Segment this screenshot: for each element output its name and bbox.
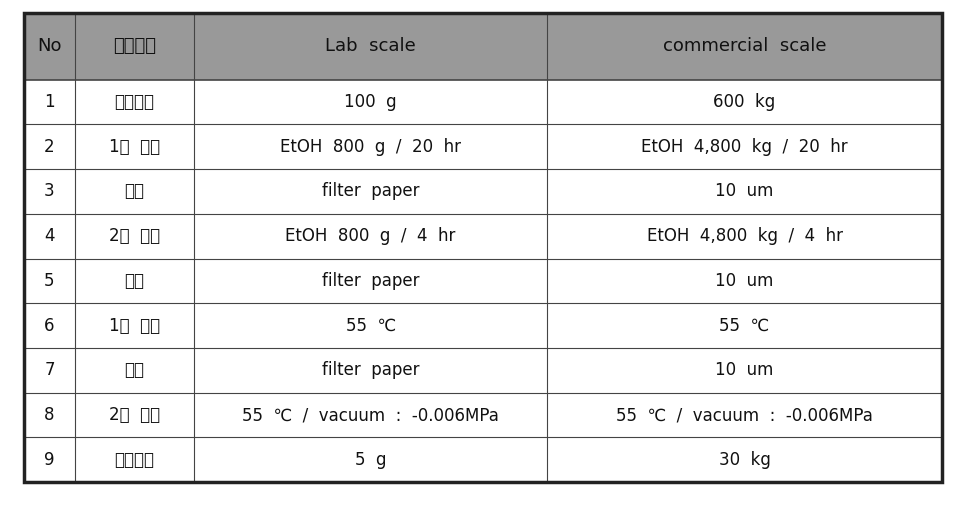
Text: 55  ℃: 55 ℃ bbox=[346, 317, 396, 335]
Text: EtOH  4,800  kg  /  4  hr: EtOH 4,800 kg / 4 hr bbox=[646, 227, 842, 245]
Text: 1차  추출: 1차 추출 bbox=[109, 138, 159, 156]
Text: 7: 7 bbox=[44, 361, 55, 379]
Bar bbox=[24, 214, 942, 259]
Text: filter  paper: filter paper bbox=[322, 272, 419, 290]
Text: 55  ℃: 55 ℃ bbox=[720, 317, 770, 335]
Bar bbox=[24, 303, 942, 348]
Text: 3: 3 bbox=[44, 182, 55, 200]
Bar bbox=[24, 13, 942, 80]
Text: 제조공정: 제조공정 bbox=[113, 37, 156, 56]
Text: EtOH  800  g  /  20  hr: EtOH 800 g / 20 hr bbox=[280, 138, 461, 156]
Text: 여과: 여과 bbox=[125, 272, 144, 290]
Text: commercial  scale: commercial scale bbox=[663, 37, 826, 56]
Text: 1차  농축: 1차 농축 bbox=[109, 317, 159, 335]
Text: 여과: 여과 bbox=[125, 182, 144, 200]
Text: 5: 5 bbox=[44, 272, 55, 290]
Bar bbox=[24, 259, 942, 303]
Text: 10  um: 10 um bbox=[716, 182, 774, 200]
Text: 2: 2 bbox=[44, 138, 55, 156]
Text: Lab  scale: Lab scale bbox=[326, 37, 416, 56]
Text: 1: 1 bbox=[44, 93, 55, 111]
Text: 55  ℃  /  vacuum  :  -0.006MPa: 55 ℃ / vacuum : -0.006MPa bbox=[616, 406, 873, 424]
Bar bbox=[24, 437, 942, 482]
Text: 5  g: 5 g bbox=[355, 451, 386, 469]
Text: 6: 6 bbox=[44, 317, 55, 335]
Text: 30  kg: 30 kg bbox=[719, 451, 771, 469]
Text: 600  kg: 600 kg bbox=[714, 93, 776, 111]
Bar bbox=[24, 80, 942, 124]
Text: 8: 8 bbox=[44, 406, 55, 424]
Text: 2차  추출: 2차 추출 bbox=[109, 227, 159, 245]
Text: 55  ℃  /  vacuum  :  -0.006MPa: 55 ℃ / vacuum : -0.006MPa bbox=[242, 406, 499, 424]
Bar bbox=[24, 393, 942, 437]
Bar bbox=[24, 169, 942, 214]
Text: 10  um: 10 um bbox=[716, 272, 774, 290]
Text: 엑스수집: 엑스수집 bbox=[114, 451, 155, 469]
Text: 100  g: 100 g bbox=[344, 93, 397, 111]
Bar bbox=[24, 348, 942, 393]
Text: EtOH  800  g  /  4  hr: EtOH 800 g / 4 hr bbox=[285, 227, 456, 245]
Text: filter  paper: filter paper bbox=[322, 182, 419, 200]
Text: 4: 4 bbox=[44, 227, 55, 245]
Text: 여과: 여과 bbox=[125, 361, 144, 379]
Bar bbox=[24, 124, 942, 169]
Text: 10  um: 10 um bbox=[716, 361, 774, 379]
Text: 2차  농축: 2차 농축 bbox=[109, 406, 159, 424]
Text: filter  paper: filter paper bbox=[322, 361, 419, 379]
Text: No: No bbox=[37, 37, 62, 56]
Text: 원료칭량: 원료칭량 bbox=[114, 93, 155, 111]
Text: EtOH  4,800  kg  /  20  hr: EtOH 4,800 kg / 20 hr bbox=[641, 138, 848, 156]
Text: 9: 9 bbox=[44, 451, 55, 469]
